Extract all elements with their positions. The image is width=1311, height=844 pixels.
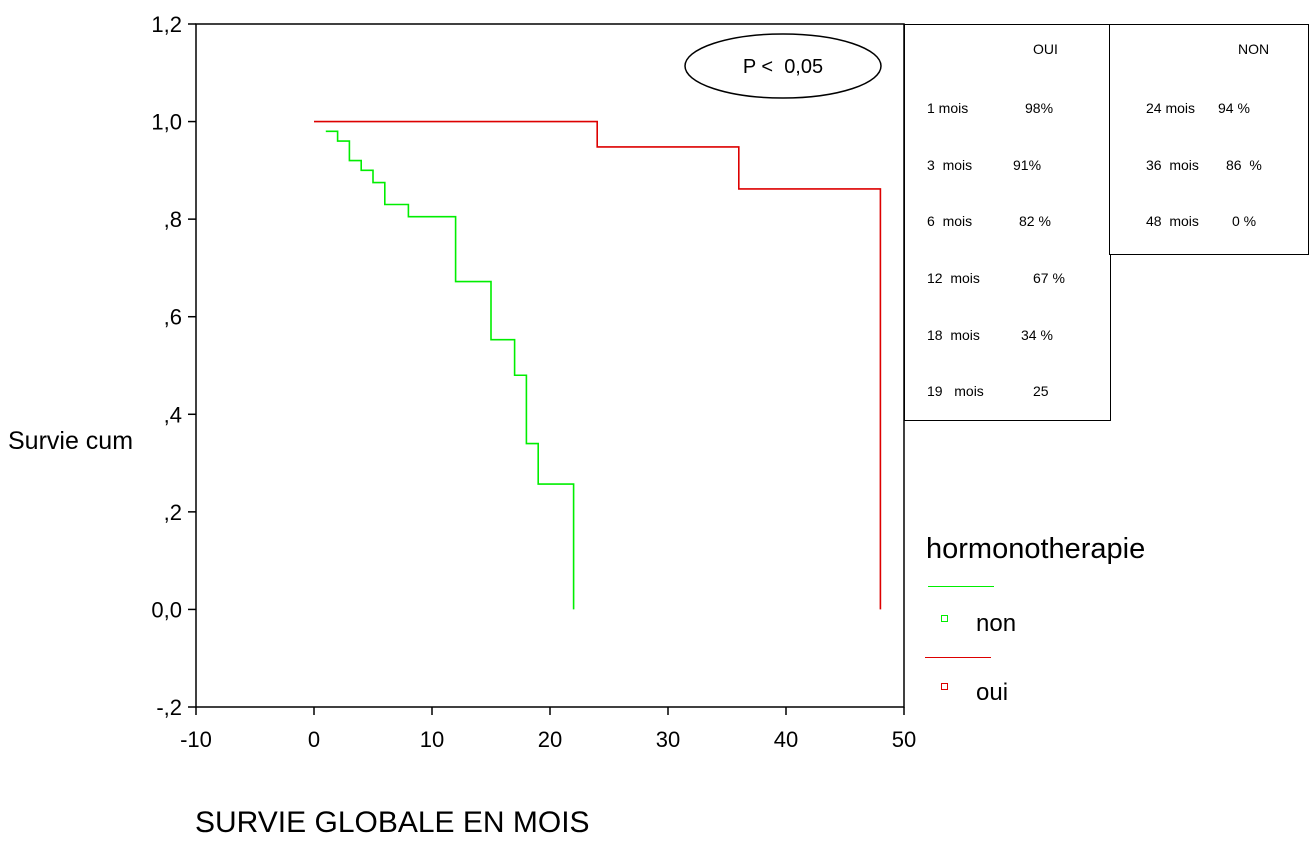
legend-marker-non — [941, 615, 948, 622]
table-cell-value: 98% — [1025, 100, 1054, 116]
table-non: NON 24 mois 94 % 36 mois 86 % 48 mois 0 % — [1109, 24, 1309, 255]
legend-label-non: non — [976, 610, 1017, 637]
table-non-header: NON — [1238, 41, 1270, 57]
table-cell-value: 0 % — [1232, 213, 1257, 229]
x-axis-label: SURVIE GLOBALE EN MOIS — [195, 806, 590, 839]
table-cell-period: 3 mois — [927, 157, 973, 173]
legend-marker-oui — [941, 683, 948, 690]
x-tick-label: 0 — [308, 727, 320, 752]
table-cell-value: 91% — [1013, 157, 1042, 173]
table-cell-period: 12 mois — [927, 270, 980, 286]
y-tick-label: ,6 — [164, 305, 182, 330]
table-cell-period: 48 mois — [1146, 213, 1199, 229]
series-line-non — [325, 130, 575, 610]
table-cell-value: 86 % — [1226, 157, 1262, 173]
y-tick-label: ,4 — [164, 402, 182, 427]
x-tick-label: 30 — [656, 727, 680, 752]
y-tick-label: ,8 — [164, 207, 182, 232]
series-group — [314, 120, 882, 610]
table-cell-period: 18 mois — [927, 327, 980, 343]
table-cell-period: 24 mois — [1146, 100, 1196, 116]
y-axis-label: Survie cum — [8, 427, 134, 455]
y-tick-label: ,2 — [164, 500, 182, 525]
legend-title: hormonotherapie — [926, 533, 1146, 565]
y-tick-label: 0,0 — [151, 597, 182, 622]
table-oui-header: OUI — [1033, 41, 1058, 57]
series-line-oui — [314, 120, 882, 610]
table-cell-value: 94 % — [1218, 100, 1250, 116]
x-tick-label: 10 — [420, 727, 444, 752]
x-tick-label: 40 — [774, 727, 798, 752]
x-tick-label: -10 — [180, 727, 212, 752]
table-cell-value: 82 % — [1019, 213, 1051, 229]
table-cell-period: 36 mois — [1146, 157, 1199, 173]
x-axis: -10 0 10 20 30 40 50 — [180, 707, 916, 752]
table-cell-period: 6 mois — [927, 213, 973, 229]
y-tick-label: 1,2 — [151, 12, 182, 37]
legend-line-non — [928, 586, 994, 587]
p-value-ellipse — [684, 33, 882, 99]
legend-line-oui — [925, 657, 991, 658]
x-tick-label: 20 — [538, 727, 562, 752]
table-cell-value: 34 % — [1021, 327, 1053, 343]
table-cell-value: 25 — [1033, 383, 1049, 399]
plot-area-frame — [195, 23, 905, 708]
table-cell-period: 1 mois — [927, 100, 969, 116]
legend-label-oui: oui — [976, 679, 1009, 706]
p-value-text: P < 0,05 — [743, 56, 823, 78]
y-axis: -,2 0,0 ,2 ,4 ,6 ,8 1,0 1,2 — [151, 12, 196, 720]
table-cell-value: 67 % — [1033, 270, 1065, 286]
y-tick-label: 1,0 — [151, 110, 182, 135]
p-value-annotation: P < 0,05 — [684, 33, 882, 99]
table-oui: OUI 1 mois 98% 3 mois 91% 6 mois 82 % 12 mo… — [904, 24, 1111, 421]
x-tick-label: 50 — [892, 727, 916, 752]
table-cell-period: 19 mois — [927, 383, 984, 399]
y-tick-label: -,2 — [156, 695, 182, 720]
